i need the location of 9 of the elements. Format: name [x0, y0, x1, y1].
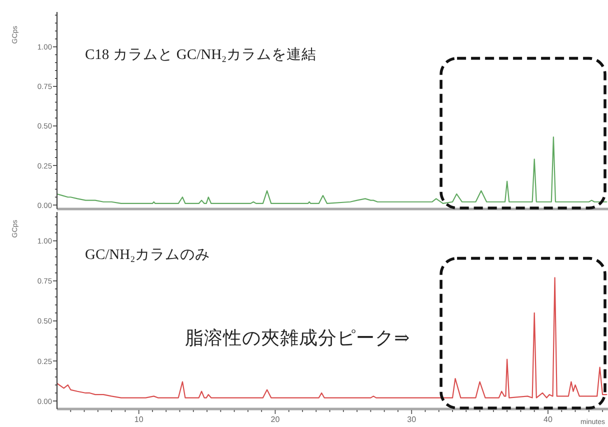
annotation: 脂溶性の夾雑成分ピーク⇒: [185, 326, 410, 349]
text: GC/NH₂カラムのみ: [85, 247, 210, 263]
text: C18 カラムと GC/NH₂カラムを連結: [85, 46, 317, 63]
x-tick-label: 10: [134, 415, 144, 424]
line-series: [56, 136, 608, 204]
x-tick-label: 40: [544, 415, 553, 424]
x-tick-label: 30: [407, 415, 417, 424]
line-series: [56, 277, 608, 398]
x-tick-label: 20: [270, 415, 280, 424]
